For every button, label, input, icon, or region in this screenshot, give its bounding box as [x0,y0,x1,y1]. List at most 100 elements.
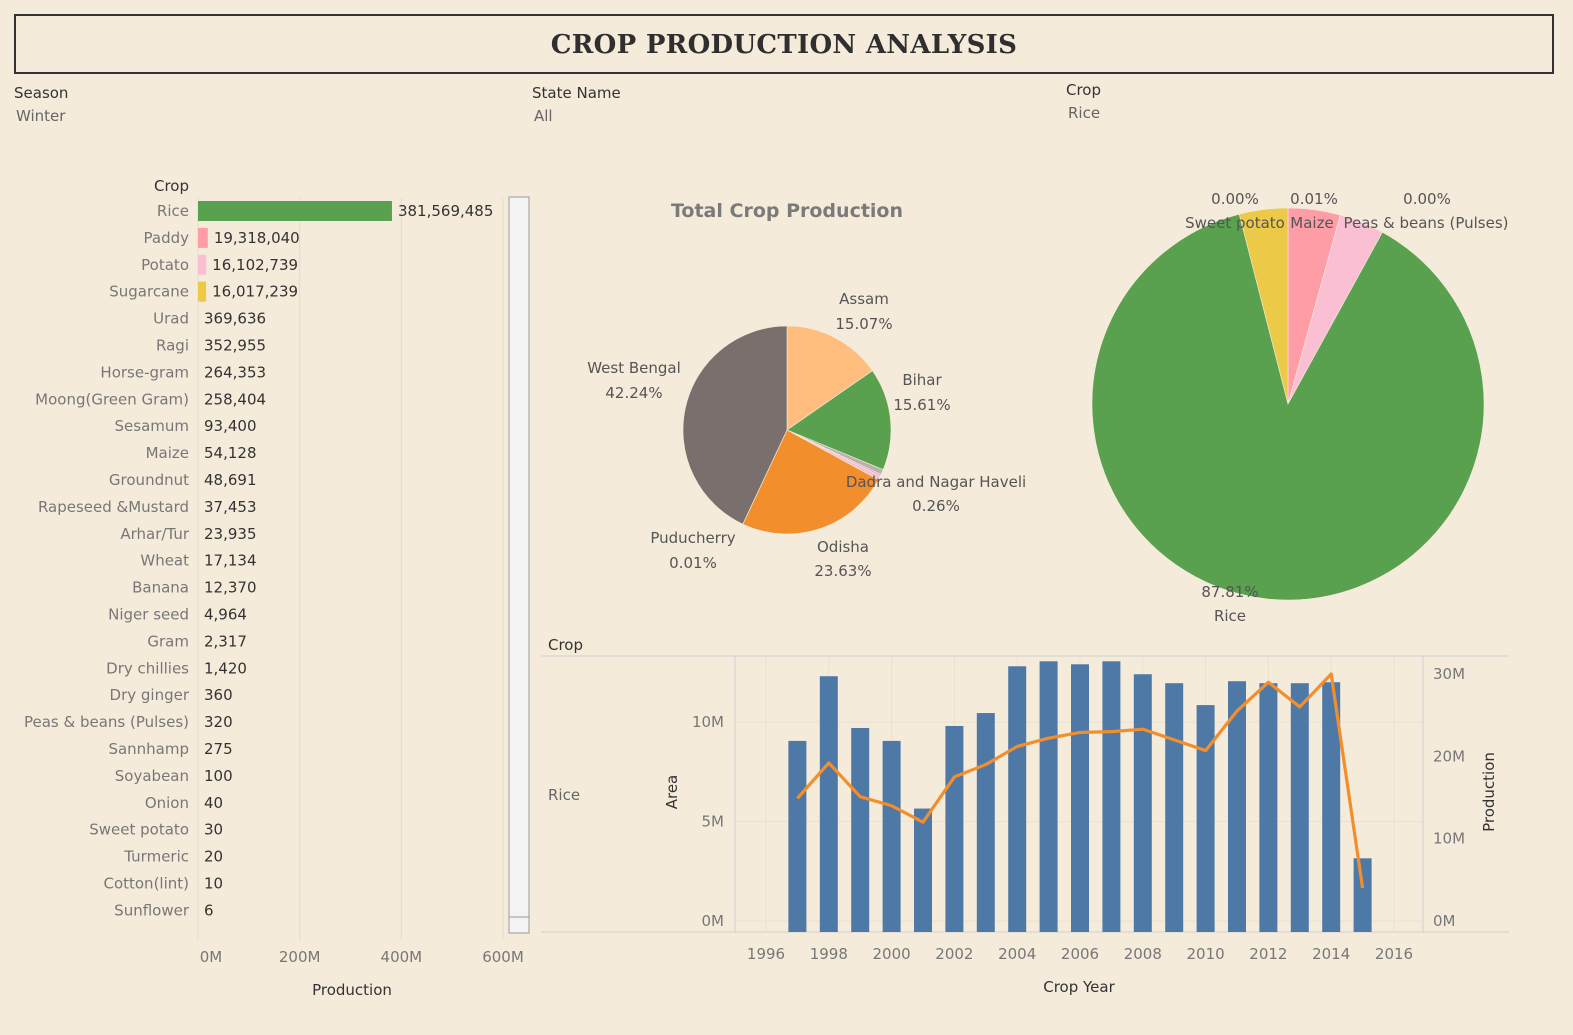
combo-right-tick-label: 20M [1433,747,1465,765]
bar-chart-bar [198,254,207,275]
combo-x-axis-label: Crop Year [1043,978,1115,996]
bar-chart-category-label: Sugarcane [109,283,189,301]
combo-x-tick-label: 2006 [1061,945,1099,963]
pie-slice-percent: 15.61% [893,396,950,414]
bar-chart-value-label: 275 [204,740,233,758]
combo-x-tick-label: 2012 [1249,945,1287,963]
bar-chart-category-label: Sweet potato [89,821,189,839]
combo-x-tick-label: 2010 [1187,945,1225,963]
pie-slice-label: Rice [1214,607,1246,625]
pie-slice-label: Dadra and Nagar Haveli [846,473,1026,491]
bar-chart-value-label: 4,964 [204,606,247,624]
bar-chart-category-label: Wheat [140,552,189,570]
pie-slice-percent: 0.01% [1290,190,1338,208]
bar-chart-category-label: Dry chillies [106,659,189,677]
bar-chart-value-label: 17,134 [204,552,257,570]
combo-area-bar [1039,661,1058,932]
pie-slice [786,325,873,431]
combo-right-tick-label: 30M [1433,665,1465,683]
bar-chart-category-label: Sunflower [114,901,190,919]
state-production-pie-chart: Total Crop Production Assam 15.07% Bihar 15… [587,200,1026,580]
combo-area-bar [1228,681,1246,932]
pie-slice-percent: 0.01% [669,554,717,572]
pie-slice-percent: 42.24% [605,384,662,402]
bar-chart-category-label: Cotton(lint) [103,875,189,893]
bar-chart-value-label: 352,955 [204,337,266,355]
combo-right-tick-label: 0M [1433,912,1456,930]
bar-chart-value-label: 2,317 [204,632,247,650]
bar-chart-category-label: Urad [153,310,189,328]
combo-area-bar [819,676,838,932]
bar-chart-category-label: Dry ginger [110,686,190,704]
combo-area-bar [1008,666,1027,932]
combo-right-tick-label: 10M [1433,830,1465,848]
combo-left-tick-label: 0M [702,912,725,930]
crop-share-pie-chart: 0.01% Maize 0.00% Peas & beans (Pulses) 87.8… [1091,190,1509,625]
bar-chart-value-label: 320 [204,713,233,731]
combo-left-tick-label: 10M [692,713,724,731]
pie-slice [682,325,788,525]
combo-area-bar [882,740,901,932]
bar-chart-category-label: Sesamum [115,417,190,435]
bar-chart-value-label: 40 [204,794,223,812]
bar-chart-value-label: 16,017,239 [212,283,298,301]
filter-season[interactable]: Season Winter [14,84,68,125]
combo-area-bar [1353,858,1372,932]
combo-x-tick-label: 2016 [1375,945,1413,963]
combo-area-bar [1102,661,1121,932]
pie-slice-label: Assam [839,290,889,308]
bar-chart-value-label: 10 [204,875,223,893]
bar-chart-value-label: 30 [204,821,223,839]
bar-chart-category-label: Rapeseed &Mustard [38,498,189,516]
pie-chart-title: Total Crop Production [671,200,903,222]
combo-x-tick-label: 1996 [747,945,785,963]
pie-slice-percent: 23.63% [814,562,871,580]
bar-chart-value-label: 381,569,485 [398,202,493,220]
bar-chart-x-tick-label: 400M [381,948,423,966]
pie-slice-label: Bihar [902,371,942,389]
filter-value[interactable]: Winter [16,107,66,125]
combo-x-tick-label: 2000 [873,945,911,963]
title-box: CROP PRODUCTION ANALYSIS [14,14,1554,74]
bar-chart-category-label: Peas & beans (Pulses) [24,713,189,731]
page-title: CROP PRODUCTION ANALYSIS [550,30,1018,60]
bar-chart-scrollbar[interactable] [508,196,530,934]
pie-slice-label: Odisha [817,538,869,556]
pie-slice-percent: 15.07% [835,315,892,333]
pie-slice-percent: 0.26% [912,497,960,515]
pie-slice [1238,207,1289,405]
area-production-combo-chart: Crop Rice Area Production Crop Year 1996… [541,636,1509,996]
bar-chart-bar [198,227,208,248]
bar-chart-value-label: 369,636 [204,310,266,328]
filter-state-name[interactable]: State Name All [532,84,621,125]
filter-value[interactable]: Rice [1068,104,1101,122]
bar-chart-category-label: Turmeric [123,848,189,866]
combo-area-bar [914,808,932,932]
bar-chart-category-label: Ragi [156,337,189,355]
combo-x-tick-label: 2014 [1312,945,1350,963]
filter-value[interactable]: All [534,107,553,125]
combo-production-line [796,672,1365,889]
combo-area-bar [1133,674,1152,932]
bar-chart-category-label: Onion [145,794,189,812]
bar-chart-category-label: Horse-gram [100,363,189,381]
pie-slice-label: Sweet potato [1185,214,1285,232]
bar-chart-category-label: Soyabean [115,767,189,785]
bar-chart-value-label: 23,935 [204,525,257,543]
bar-chart-x-axis-label: Production [312,981,392,999]
combo-area-bar [1259,683,1278,932]
bar-chart-row-header: Crop [154,177,189,195]
bar-chart-category-label: Rice [157,202,189,220]
bar-chart-value-label: 93,400 [204,417,257,435]
bar-chart-category-label: Maize [146,444,189,462]
bar-chart-category-label: Banana [132,579,189,597]
bar-chart-category-label: Paddy [144,229,190,247]
bar-chart-category-label: Groundnut [109,471,189,489]
combo-right-axis-label: Production [1480,752,1498,832]
bar-chart-value-label: 20 [204,848,223,866]
combo-area-bar [945,725,964,932]
filter-crop[interactable]: Crop Rice [1066,81,1101,122]
combo-left-axis-label: Area [663,775,681,810]
combo-row-header: Crop [548,636,583,654]
pie-slice-label: Puducherry [650,529,735,547]
